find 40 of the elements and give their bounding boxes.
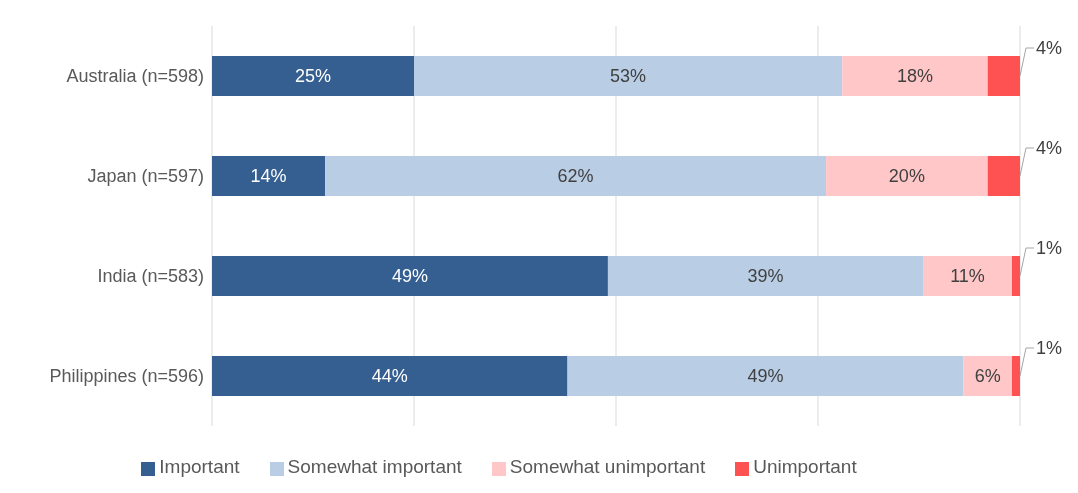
data-label: 62% (557, 166, 594, 186)
data-label: 39% (747, 266, 784, 286)
data-label: 20% (888, 166, 925, 186)
bar (414, 56, 843, 96)
bar (567, 356, 964, 396)
bar (607, 256, 924, 296)
legend-label: Somewhat important (287, 456, 462, 477)
bar (1011, 356, 1020, 396)
y-tick-label: Japan (n=597) (87, 166, 204, 187)
bar (963, 356, 1012, 396)
data-label: 49% (747, 366, 784, 386)
bar (826, 156, 988, 196)
bar (987, 56, 1020, 96)
bar (212, 56, 414, 96)
bar (212, 356, 568, 396)
data-label: 4% (1036, 38, 1063, 58)
bar (212, 156, 326, 196)
legend-label: Important (159, 456, 240, 477)
bar (923, 256, 1012, 296)
data-label: 18% (896, 66, 933, 86)
y-tick-label: India (n=583) (97, 266, 204, 287)
bar (212, 256, 608, 296)
data-label: 53% (610, 66, 647, 86)
bar (1011, 256, 1020, 296)
data-label: 6% (974, 366, 1001, 386)
data-label: 4% (1036, 138, 1063, 158)
data-label: 11% (950, 266, 985, 286)
legend-label: Unimportant (753, 456, 857, 477)
data-label: 49% (391, 266, 428, 286)
legend-label: Somewhat unimportant (509, 456, 706, 477)
data-label: 25% (294, 66, 332, 86)
bar (325, 156, 827, 196)
y-tick-label: Australia (n=598) (66, 66, 204, 87)
y-tick-label: Philippines (n=596) (49, 366, 204, 387)
bar (842, 56, 988, 96)
data-label: 1% (1036, 238, 1063, 258)
data-label: 14% (250, 166, 287, 186)
data-label: 1% (1036, 338, 1063, 358)
data-label: 44% (371, 366, 408, 386)
bar (987, 156, 1020, 196)
